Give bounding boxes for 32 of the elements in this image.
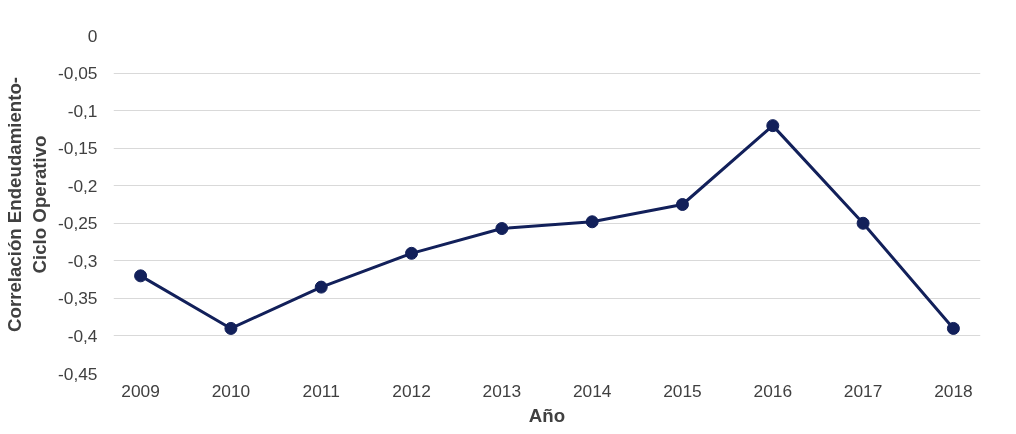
point xyxy=(856,216,870,230)
x-tick-label: 2016 xyxy=(753,380,793,401)
point xyxy=(675,198,689,211)
x-tick-label: 2015 xyxy=(663,380,702,401)
y-tick-label: 0 xyxy=(87,25,98,46)
y-axis-title: Correlación Endeudamiento- Ciclo Operativo xyxy=(3,76,50,332)
y-tick-label: -0,05 xyxy=(58,63,98,84)
point xyxy=(134,269,148,283)
y-tick-label: -0,25 xyxy=(58,213,98,234)
point xyxy=(224,321,238,335)
x-tick-label: 2014 xyxy=(572,380,612,401)
point xyxy=(495,222,509,236)
y-tick-label: -0,3 xyxy=(67,250,98,271)
x-tick-label: 2010 xyxy=(211,380,251,401)
point xyxy=(946,321,960,335)
point xyxy=(585,215,599,229)
y-tick-label: -0,1 xyxy=(67,100,98,121)
x-tick-label: 2017 xyxy=(843,380,883,401)
x-tick-label: 2011 xyxy=(302,380,340,401)
point xyxy=(766,119,780,133)
point xyxy=(314,280,328,294)
y-tick-label: -0,45 xyxy=(58,363,98,384)
x-tick-label: 2009 xyxy=(121,380,160,401)
x-axis-title: Año xyxy=(528,404,566,426)
y-tick-label: -0,35 xyxy=(58,288,98,309)
y-tick-label: -0,2 xyxy=(67,175,98,196)
y-tick-label: -0,15 xyxy=(58,138,98,159)
x-tick-label: 2018 xyxy=(934,380,973,401)
x-tick-label: 2012 xyxy=(392,380,431,401)
point xyxy=(405,246,419,260)
y-tick-label: -0,4 xyxy=(67,325,98,346)
x-tick-label: 2013 xyxy=(482,380,522,401)
